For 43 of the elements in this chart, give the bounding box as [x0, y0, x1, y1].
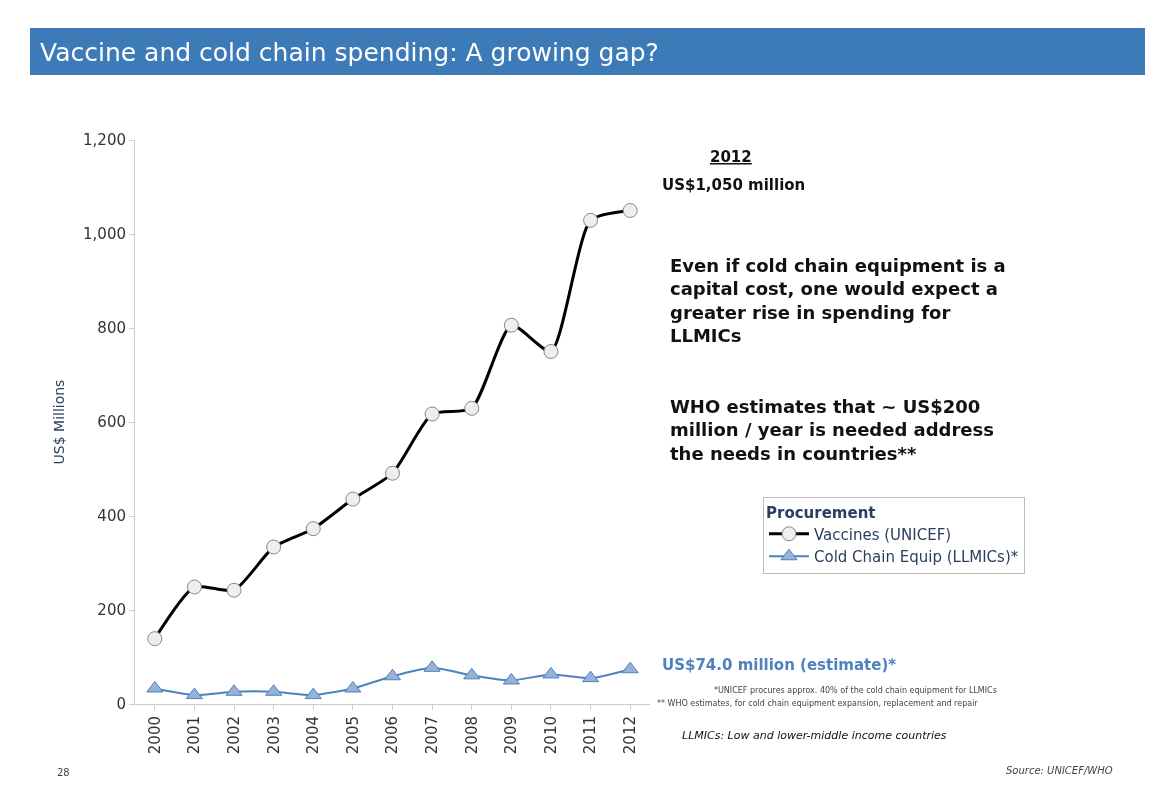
y-tick-label: 0: [116, 695, 126, 714]
point: [304, 687, 322, 700]
x-tick-label: 2007: [422, 716, 441, 755]
y-tick-label: 600: [97, 413, 126, 432]
y-tick-label: 200: [97, 601, 126, 620]
x-tick-label: 2006: [383, 716, 402, 755]
point: [582, 670, 600, 683]
point: [344, 680, 362, 693]
legend-label: Cold Chain Equip (LLMICs)*: [814, 548, 1019, 567]
point: [146, 680, 164, 693]
text: ** WHO estimates, for cold chain equipment expansion, replacement and repair: [657, 699, 979, 708]
y-tick-label: 800: [97, 319, 126, 338]
annotation: US$1,050 million: [662, 176, 806, 194]
x-tick-label: 2004: [304, 716, 323, 755]
point: [463, 667, 481, 680]
x-tick-label: 2009: [502, 716, 521, 755]
text: *UNICEF procures approx. 40% of the cold chain equipment for LLMICs: [714, 686, 997, 695]
x-tick-label: 2008: [462, 716, 481, 755]
annotation: US$74.0 million (estimate)*: [662, 656, 897, 674]
y-axis-title: US$ Millions: [50, 379, 67, 465]
y-tick-label: 400: [97, 507, 126, 526]
x-tick-label: 2001: [185, 716, 204, 755]
y-tick-label: 1,000: [83, 225, 126, 244]
chart-title: Vaccine and cold chain spending: A growing gap?: [40, 37, 659, 67]
point: [185, 687, 203, 700]
x-tick-label: 2002: [224, 716, 243, 755]
point: [542, 666, 560, 679]
x-tick-label: 2000: [145, 716, 164, 755]
x-tick-label: 2011: [581, 716, 600, 755]
text: 2012: [710, 148, 752, 166]
legend-label: Vaccines (UNICEF): [814, 525, 952, 544]
x-tick-label: 2003: [264, 716, 283, 755]
x-tick-label: 2005: [343, 716, 362, 755]
y-tick-label: 1,200: [83, 131, 126, 150]
text: WHO estimates that ~ US$200 million / year is needed address the needs in countries**: [670, 396, 995, 464]
point: [621, 661, 639, 674]
legend-title: Procurement: [766, 503, 876, 522]
text: LLMICs: Low and lower-middle income countries: [682, 729, 947, 742]
text: 28: [57, 767, 70, 778]
text: Even if cold chain equipment is a capital cost, one would expect a greater rise in spending for LLMICs: [670, 255, 1006, 347]
x-tick-label: 2010: [541, 716, 560, 755]
source-note: Source: UNICEF/WHO: [1006, 765, 1113, 776]
x-tick-label: 2012: [621, 716, 640, 755]
